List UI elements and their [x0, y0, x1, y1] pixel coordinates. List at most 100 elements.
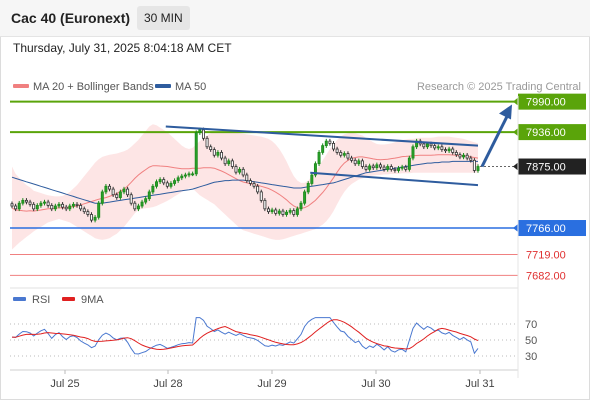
- candle-body: [212, 149, 216, 156]
- rsi-lines: [11, 317, 479, 355]
- candle-body: [176, 177, 180, 182]
- candle-body: [115, 194, 119, 198]
- candle-body: [111, 188, 115, 196]
- candle-body: [462, 154, 466, 158]
- candle-body: [43, 201, 46, 204]
- candle-body: [126, 188, 130, 196]
- candle-body: [451, 148, 455, 153]
- candle-body: [447, 148, 451, 152]
- candle-body: [108, 185, 112, 190]
- candle-body: [440, 146, 444, 150]
- candle-body: [227, 160, 231, 165]
- candle-body: [57, 203, 61, 207]
- candle-body: [397, 167, 401, 171]
- candle-body: [317, 152, 321, 165]
- level-label-2: 7875.00: [526, 162, 566, 174]
- candle-body: [75, 203, 79, 206]
- legend-label-9ma: 9MA: [81, 294, 104, 306]
- candle-body: [238, 168, 242, 173]
- candle-body: [277, 210, 281, 214]
- candle-body: [465, 154, 469, 159]
- candle-body: [32, 203, 36, 210]
- candle-body: [472, 159, 476, 171]
- candle-body: [104, 185, 108, 193]
- candle-body: [10, 203, 14, 207]
- candle-body: [303, 191, 307, 204]
- candle-body: [295, 208, 299, 215]
- candle-body: [263, 199, 267, 210]
- candle-body: [100, 191, 104, 204]
- candle-body: [378, 164, 382, 168]
- candle-body: [194, 132, 198, 175]
- candle-body: [324, 140, 328, 147]
- candle-body: [313, 163, 317, 176]
- candle-body: [357, 160, 361, 165]
- legend-label-ma20: MA 20 + Bollinger Bands: [33, 81, 154, 93]
- x-tick-label-1: Jul 28: [153, 378, 182, 390]
- channel-lower-line: [310, 171, 479, 187]
- rsi-grid: 30 50 70: [10, 319, 537, 363]
- legend: MA 20 + Bollinger Bands MA 50 Research ©…: [13, 81, 581, 93]
- candle-body: [198, 129, 202, 134]
- candle-body: [234, 166, 238, 173]
- candle-body: [256, 185, 260, 193]
- candle-body: [169, 183, 173, 187]
- level-tag-pointer-1: [513, 128, 518, 137]
- candle-body: [140, 201, 144, 207]
- level-label-5: 7682.00: [526, 270, 566, 282]
- candle-body: [24, 199, 28, 203]
- level-tag-pointer-3: [513, 224, 518, 233]
- candle-body: [205, 137, 209, 148]
- candle-body: [407, 157, 411, 170]
- candle-body: [436, 146, 440, 149]
- level-label-1: 7936.00: [526, 127, 566, 139]
- candle-body: [371, 165, 375, 169]
- candle-body: [241, 168, 245, 176]
- level-tag-pointer-0: [513, 97, 518, 106]
- candle-body: [28, 201, 32, 205]
- candle-body: [259, 191, 263, 201]
- level-label-4: 7719.00: [526, 250, 566, 262]
- candle-body: [429, 143, 433, 147]
- candle-body: [162, 179, 166, 184]
- candle-body: [158, 179, 162, 183]
- candle-body: [151, 185, 155, 193]
- rsi-tick-label-2: 70: [525, 319, 537, 331]
- rsi-tick-label-0: 30: [525, 351, 537, 363]
- candle-body: [458, 154, 462, 158]
- candle-body: [180, 175, 184, 179]
- candle-body: [21, 199, 25, 204]
- candle-body: [82, 208, 86, 213]
- candle-body: [35, 205, 39, 210]
- candle-body: [267, 208, 270, 213]
- candle-body: [386, 166, 390, 170]
- candle-body: [79, 205, 83, 210]
- candle-body: [360, 160, 364, 167]
- candle-body: [136, 205, 140, 210]
- candle-body: [368, 165, 372, 170]
- candle-body: [274, 209, 278, 214]
- candle-body: [411, 146, 415, 159]
- candle-body: [422, 143, 426, 148]
- candle-body: [375, 164, 379, 169]
- candle-body: [191, 173, 195, 176]
- timeframe-badge[interactable]: 30 MIN: [137, 6, 190, 30]
- legend-swatch-rsi: [13, 297, 26, 301]
- candle-body: [223, 157, 227, 165]
- legend-swatch-9ma: [62, 297, 75, 301]
- x-tick-label-4: Jul 31: [465, 378, 494, 390]
- candle-body: [147, 191, 151, 200]
- legend-swatch-ma20: [13, 84, 29, 88]
- x-axis: Jul 25 Jul 28 Jul 29 Jul 30 Jul 31: [10, 96, 519, 390]
- candle-body: [288, 210, 292, 213]
- candle-body: [335, 148, 339, 153]
- candle-body: [346, 153, 350, 159]
- rsi-tick-label-1: 50: [525, 335, 537, 347]
- x-tick-label-0: Jul 25: [50, 378, 79, 390]
- candle-body: [61, 203, 65, 208]
- level-tag-1: [518, 124, 586, 141]
- candle-body: [64, 206, 68, 210]
- candle-body: [68, 205, 72, 210]
- candle-body: [133, 202, 137, 210]
